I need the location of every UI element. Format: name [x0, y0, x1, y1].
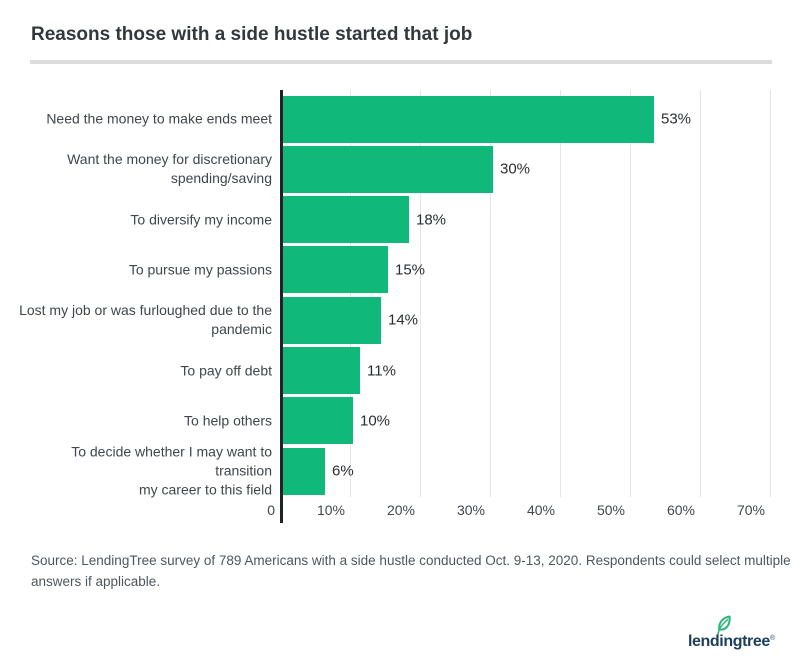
bar: [283, 145, 493, 193]
leaf-icon: [717, 615, 731, 635]
value-label: 14%: [388, 311, 419, 329]
category-label: To diversify my income: [130, 211, 272, 228]
value-label: 18%: [416, 211, 447, 229]
bar: [283, 196, 409, 244]
value-label: 53%: [661, 110, 692, 128]
value-label: 6%: [332, 462, 354, 480]
chart-title: Reasons those with a side hustle started…: [31, 24, 473, 45]
value-label: 15%: [395, 261, 426, 279]
gridline: [700, 90, 701, 497]
x-tick-label: 10%: [316, 502, 345, 518]
bar: [283, 397, 353, 445]
bar: [283, 296, 381, 344]
gridline: [350, 90, 351, 497]
x-tick-label: 50%: [596, 502, 625, 518]
x-tick-label: 60%: [666, 502, 695, 518]
source-note: Source: LendingTree survey of 789 Americ…: [31, 553, 791, 589]
bar: [283, 447, 325, 495]
gridline: [560, 90, 561, 497]
category-label: Lost my job or was furloughed due to the…: [19, 302, 272, 338]
category-label: To help others: [184, 412, 272, 429]
gridline: [490, 90, 491, 497]
logo-text: lendingtree: [688, 633, 770, 650]
value-label: 11%: [367, 362, 396, 379]
y-axis-line: [280, 90, 283, 523]
value-label: 30%: [500, 160, 531, 178]
bar-chart: Need the money to make ends meet 53% Want …: [19, 90, 771, 523]
gridline: [420, 90, 421, 497]
category-label: Want the money for discretionary spendin…: [67, 151, 272, 187]
value-label: 10%: [360, 412, 391, 430]
title-divider: [30, 60, 772, 64]
x-tick-label: 30%: [456, 502, 485, 518]
category-label: To decide whether I may want to transiti…: [71, 443, 272, 498]
bar: [283, 95, 654, 143]
x-tick-label: 70%: [736, 502, 765, 518]
lendingtree-logo: lendingtree®: [688, 615, 776, 651]
bar: [283, 347, 360, 394]
x-tick-label: 0: [267, 502, 275, 518]
gridline: [630, 90, 631, 497]
registered-mark: ®: [769, 635, 776, 642]
x-tick-label: 40%: [526, 502, 555, 518]
category-label: To pursue my passions: [128, 261, 272, 278]
x-tick-label: 20%: [386, 502, 415, 518]
category-label: To pay off debt: [180, 362, 272, 378]
gridline: [770, 90, 771, 497]
bar: [283, 246, 388, 294]
category-label: Need the money to make ends meet: [46, 110, 272, 127]
